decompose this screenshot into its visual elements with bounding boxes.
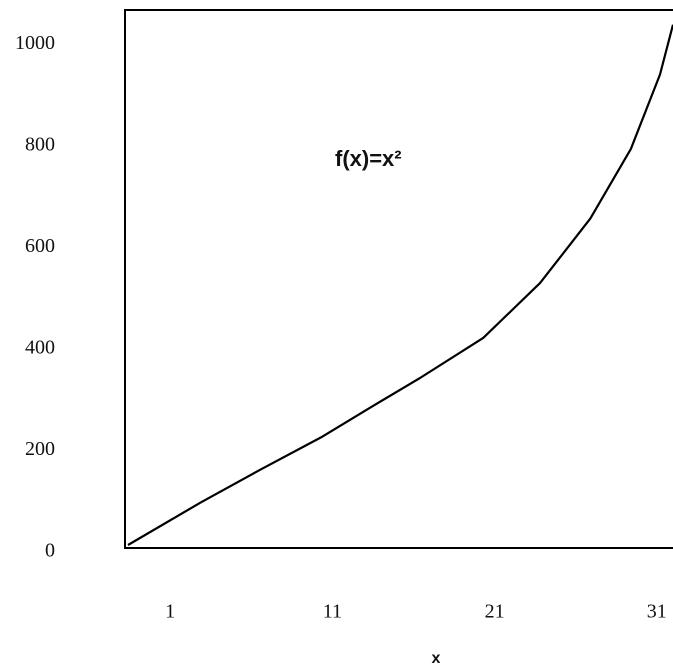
y-tick-label: 800 <box>25 134 55 156</box>
y-tick-label: 0 <box>45 540 55 562</box>
x-axis-label: x <box>432 650 441 667</box>
plot-frame <box>125 10 673 548</box>
x-tick-label: 31 <box>647 601 667 623</box>
chart: f(x)=x² x 020040060080010001112131 <box>0 0 673 668</box>
x-tick-label: 21 <box>485 601 505 623</box>
y-tick-label: 200 <box>25 438 55 460</box>
y-tick-label: 600 <box>25 235 55 257</box>
data-line <box>128 25 673 545</box>
x-tick-label: 11 <box>323 601 342 623</box>
y-tick-label: 400 <box>25 337 55 359</box>
annotation: f(x)=x² <box>335 146 402 171</box>
x-tick-label: 1 <box>165 601 175 623</box>
y-tick-label: 1000 <box>15 32 55 54</box>
